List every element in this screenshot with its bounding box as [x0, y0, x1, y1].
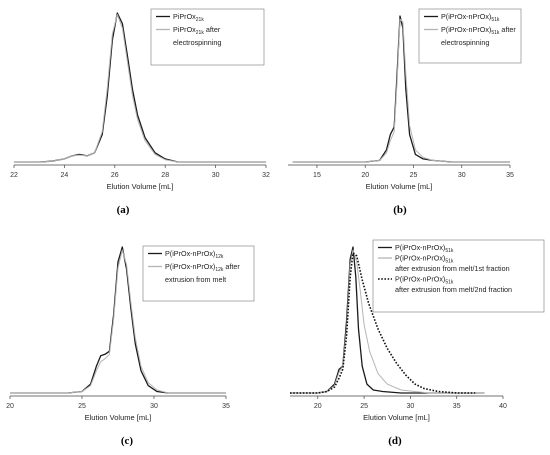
legend-box: [418, 8, 522, 64]
panel-caption: (a): [117, 204, 130, 216]
legend-label-2: P(iPrOx-nPrOx)51k: [395, 254, 454, 265]
x-axis-title: Elution Volume [mL]: [366, 182, 433, 191]
chart-panel-3: 20 25 30 35 Elution Volume [mL] P(iPrOx-nPrOx…: [6, 245, 255, 447]
x-axis-title: Elution Volume [mL]: [107, 182, 174, 191]
legend-box: [372, 239, 545, 313]
x-tick-label: 30: [212, 172, 220, 179]
legend-label-1: P(iPrOx-nPrOx)51k: [441, 12, 500, 23]
x-tick-label: 30: [150, 403, 158, 410]
x-tick-label: 32: [262, 172, 270, 179]
panel-caption: (b): [393, 204, 407, 216]
x-tick-label: 22: [10, 172, 18, 179]
legend-label-3-line2: after extrusion from melt/2nd fraction: [395, 285, 512, 294]
legend-label-2-line2: after extrusion from melt/1st fraction: [395, 264, 510, 273]
x-tick-label: 20: [361, 172, 369, 179]
x-tick-label: 25: [410, 172, 418, 179]
legend-label-3: P(iPrOx-nPrOx)51k: [395, 275, 454, 286]
x-axis-title: Elution Volume [mL]: [363, 413, 430, 422]
legend-label-1: PiPrOx21k: [173, 12, 204, 23]
x-tick-label: 20: [314, 403, 322, 410]
legend-label-2: P(iPrOx-nPrOx)51k after: [441, 25, 516, 36]
x-tick-label: 28: [161, 172, 169, 179]
legend-box: [150, 8, 265, 66]
legend-label-2-line2: electrospinning: [173, 38, 221, 47]
x-tick-label: 35: [222, 403, 230, 410]
x-tick-label: 35: [506, 172, 514, 179]
x-tick-label: 20: [6, 403, 14, 410]
panel-caption: (c): [121, 435, 134, 447]
x-tick-label: 35: [453, 403, 461, 410]
legend-label-1: P(iPrOx-nPrOx)12k: [165, 249, 224, 260]
x-tick-label: 25: [360, 403, 368, 410]
panel-caption: (d): [388, 435, 402, 447]
legend-label-2-line2: electrospinning: [441, 38, 489, 47]
x-tick-label: 30: [406, 403, 414, 410]
series-line-2: [10, 249, 226, 394]
x-tick-label: 25: [78, 403, 86, 410]
legend-box: [142, 245, 255, 302]
legend-label-1: P(iPrOx-nPrOx)51k: [395, 243, 454, 254]
chart-panel-1: 22 24 26 28 30 32 Elution Volume [mL] PiPrOx21k…: [10, 8, 270, 216]
x-tick-label: 30: [458, 172, 466, 179]
chart-panel-2: 15 20 25 30 35 Elution Volume [mL] P(iPrOx-nPr…: [288, 8, 522, 216]
x-tick-label: 15: [313, 172, 321, 179]
series-line-2: [14, 14, 266, 163]
x-axis-title: Elution Volume [mL]: [85, 413, 152, 422]
series-line-2: [292, 18, 510, 163]
legend-label-2: PiPrOx21k after: [173, 25, 221, 36]
x-tick-label: 40: [499, 403, 507, 410]
chart-panel-4: 20 25 30 35 40 Elution Volume [mL] P(iPrOx-nPr…: [290, 239, 545, 447]
legend-label-2-line2: extrusion from melt: [165, 275, 226, 284]
x-tick-label: 24: [61, 172, 69, 179]
x-tick-label: 26: [111, 172, 119, 179]
series-line-2: [290, 249, 485, 394]
series-line-3: [290, 252, 476, 394]
legend-label-2: P(iPrOx-nPrOx)12k after: [165, 262, 240, 273]
